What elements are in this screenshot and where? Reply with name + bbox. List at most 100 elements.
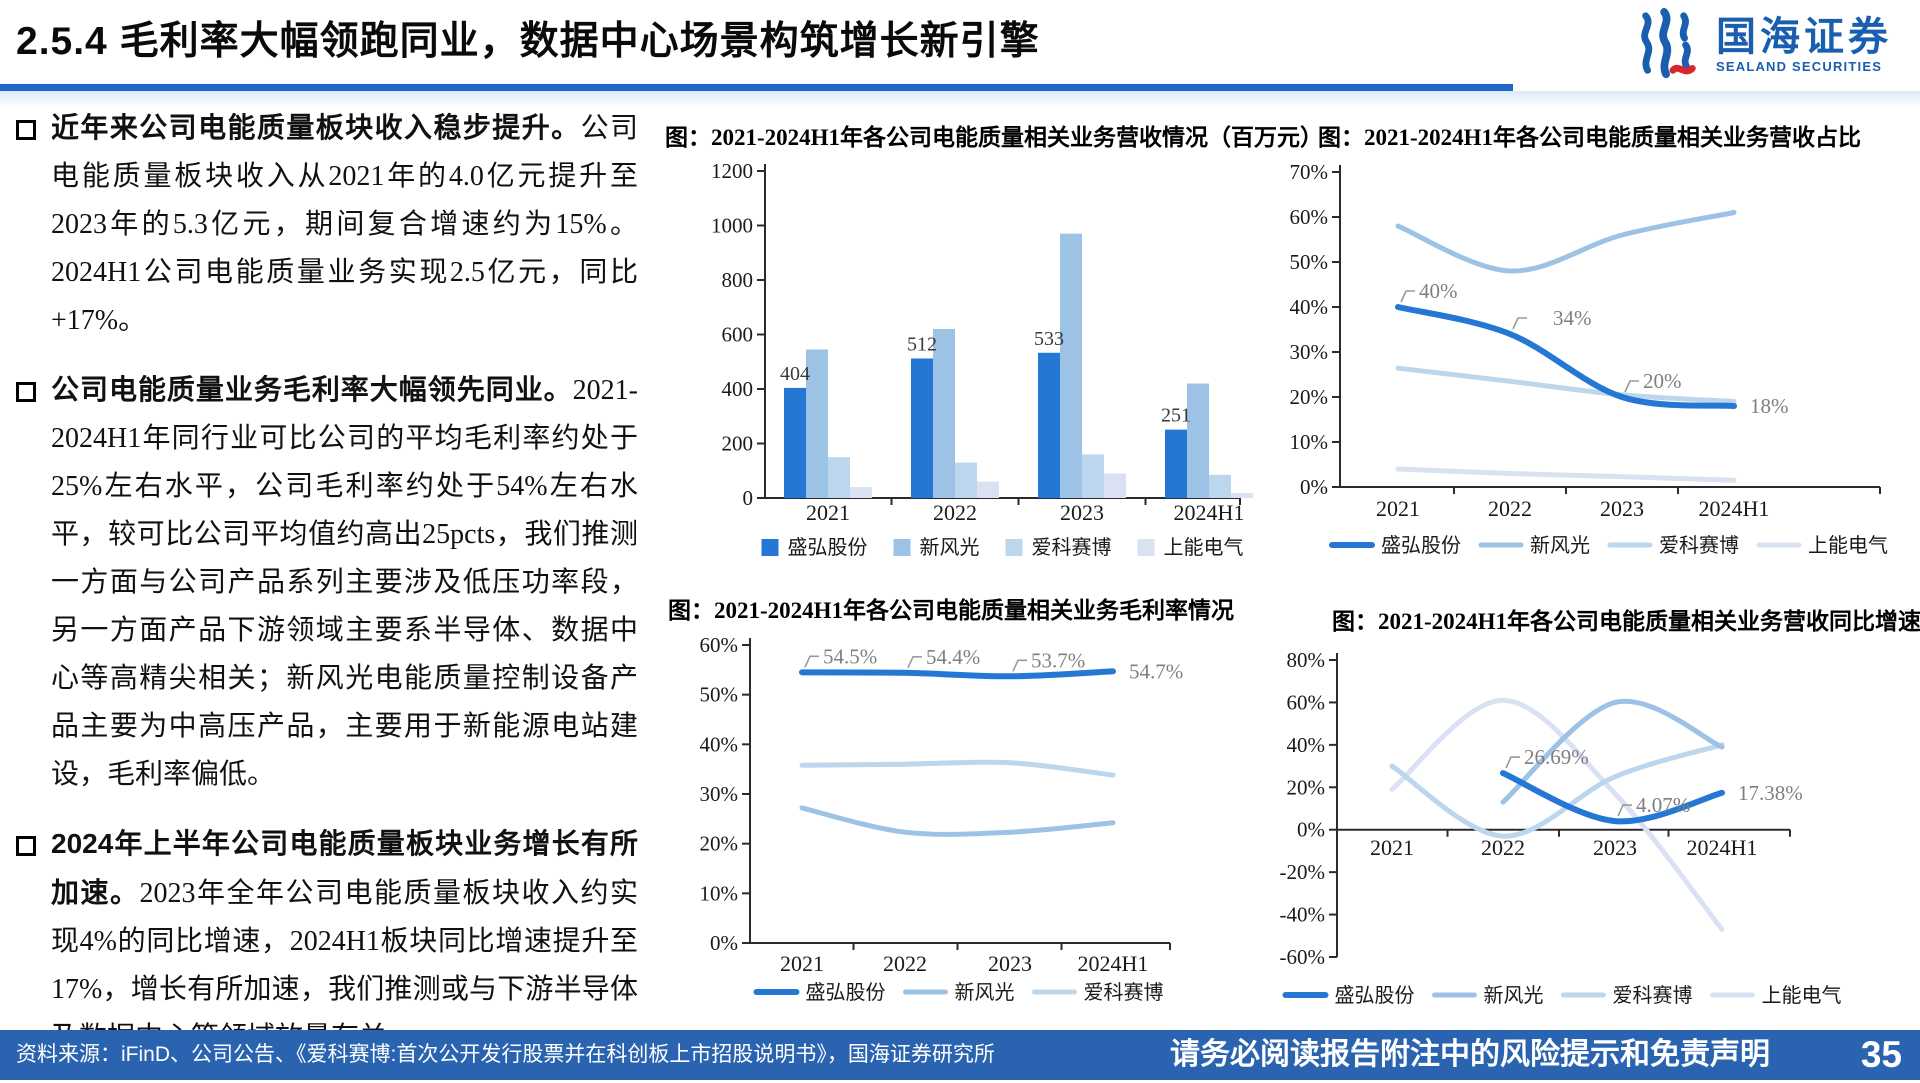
title-underline <box>0 84 1513 91</box>
footer: 资料来源：iFinD、公司公告、《爱科赛博:首次公开发行股票并在科创板上市招股说… <box>0 1030 1920 1080</box>
svg-text:盛弘股份: 盛弘股份 <box>1335 984 1415 1007</box>
bullet-lead: 2024年上半年公司电能质量板块业务增长有所加速。 <box>51 828 638 908</box>
footer-source: 资料来源：iFinD、公司公告、《爱科赛博:首次公开发行股票并在科创板上市招股说… <box>16 1043 995 1066</box>
svg-text:40%: 40% <box>1419 279 1458 303</box>
bullet-text: 2024年上半年公司电能质量板块业务增长有所加速。2023年全年公司电能质量板块… <box>51 820 638 1062</box>
svg-text:1000: 1000 <box>711 214 753 238</box>
svg-text:爱科赛博: 爱科赛博 <box>1613 984 1693 1007</box>
svg-text:400: 400 <box>722 377 754 401</box>
svg-text:10%: 10% <box>1290 430 1329 454</box>
bullet-item: 近年来公司电能质量板块收入稳步提升。公司电能质量板块收入从2021年的4.0亿元… <box>16 104 638 345</box>
chart-revenue-share: 图：2021-2024H1年各公司电能质量相关业务营收占比 0% 10% 20% 30… <box>1270 112 1920 587</box>
chart-gross-margin-canvas: 0% 10% 20% 30% 40% 50% 60% 2021 2022 2023 2024H1 54… <box>700 633 1184 1004</box>
svg-text:200: 200 <box>722 432 754 456</box>
page-title: 2.5.4 毛利率大幅领跑同业，数据中心场景构筑增长新引擎 <box>16 20 1040 63</box>
svg-text:上能电气: 上能电气 <box>1762 984 1842 1007</box>
svg-text:26.69%: 26.69% <box>1524 745 1589 769</box>
svg-text:533: 533 <box>1034 328 1064 350</box>
chart-revenue-share-canvas: 0% 10% 20% 30% 40% 50% 60% 70% 2021 2022 2023 2024H… <box>1290 160 1889 557</box>
svg-text:2021: 2021 <box>806 500 850 525</box>
svg-text:-20%: -20% <box>1280 860 1326 884</box>
svg-text:爱科赛博: 爱科赛博 <box>1032 536 1112 559</box>
footer-page-number: 35 <box>1860 1034 1902 1075</box>
chart-yoy-growth-canvas: -60% -40% -20% 0% 20% 40% 60% 80% 2021 2022 2023 20… <box>1280 648 1842 1007</box>
svg-text:50%: 50% <box>1290 250 1329 274</box>
svg-text:50%: 50% <box>700 683 739 707</box>
svg-text:爱科赛博: 爱科赛博 <box>1084 981 1164 1004</box>
svg-text:2022: 2022 <box>883 951 927 976</box>
chart-revenue-bars-canvas: 0 200 400 600 800 1000 1200 2021 2022 2023 2024H1 4… <box>711 159 1253 559</box>
svg-text:40%: 40% <box>1290 295 1329 319</box>
svg-text:1200: 1200 <box>711 159 753 183</box>
svg-text:2021: 2021 <box>780 951 824 976</box>
bullet-body: 2023年全年公司电能质量板块收入约实现4%的同比增速，2024H1板块同比增速… <box>51 878 638 1053</box>
chart-gross-margin: 图：2021-2024H1年各公司电能质量相关业务毛利率情况 0% 10% 20% 3… <box>665 583 1315 1030</box>
svg-text:2023: 2023 <box>1600 496 1644 521</box>
logo-cn: 国海证券 <box>1716 15 1892 59</box>
svg-text:新风光: 新风光 <box>920 536 980 559</box>
bullet-body: 公司电能质量板块收入从2021年的4.0亿元提升至2023年的5.3亿元，期间复… <box>51 113 638 336</box>
svg-text:2022: 2022 <box>933 500 977 525</box>
svg-text:70%: 70% <box>1290 160 1329 184</box>
chart-yoy-growth: 图：2021-2024H1年各公司电能质量相关业务营收同比增速 -60% -40%… <box>1270 596 1920 1030</box>
svg-text:上能电气: 上能电气 <box>1164 536 1244 559</box>
logo-en: SEALAND SECURITIES <box>1716 59 1883 74</box>
svg-text:0%: 0% <box>1300 475 1328 499</box>
svg-text:53.7%: 53.7% <box>1031 648 1085 672</box>
bullet-item: 2024年上半年公司电能质量板块业务增长有所加速。2023年全年公司电能质量板块… <box>16 820 638 1062</box>
svg-text:2022: 2022 <box>1481 835 1525 860</box>
svg-text:20%: 20% <box>1643 369 1682 393</box>
svg-text:2024H1: 2024H1 <box>1174 500 1245 525</box>
svg-text:2023: 2023 <box>1593 835 1637 860</box>
sealand-logo: 国海证券 SEALAND SECURITIES <box>1632 8 1892 82</box>
svg-text:40%: 40% <box>1287 733 1326 757</box>
chart-title: 图：2021-2024H1年各公司电能质量相关业务营收同比增速 <box>1332 609 1920 634</box>
svg-text:54.5%: 54.5% <box>823 644 877 668</box>
svg-text:盛弘股份: 盛弘股份 <box>1381 534 1461 557</box>
svg-text:0: 0 <box>743 486 754 510</box>
chart-title: 图：2021-2024H1年各公司电能质量相关业务营收情况（百万元） <box>665 125 1324 150</box>
bullet-body: 2021-2024H1年同行业可比公司的平均毛利率约处于25%左右水平，公司毛利… <box>51 375 638 790</box>
bullet-list: 近年来公司电能质量板块收入稳步提升。公司电能质量板块收入从2021年的4.0亿元… <box>16 104 638 1083</box>
svg-text:60%: 60% <box>700 633 739 657</box>
svg-text:40%: 40% <box>700 732 739 756</box>
svg-text:54.4%: 54.4% <box>926 645 980 669</box>
svg-text:20%: 20% <box>1290 385 1329 409</box>
title-underline-glow <box>0 91 1920 107</box>
bullet-square-icon <box>16 120 36 140</box>
svg-text:17.38%: 17.38% <box>1738 781 1803 805</box>
chart-title: 图：2021-2024H1年各公司电能质量相关业务营收占比 <box>1318 125 1862 150</box>
svg-text:10%: 10% <box>700 881 739 905</box>
svg-text:4.07%: 4.07% <box>1636 793 1690 817</box>
svg-text:2023: 2023 <box>988 951 1032 976</box>
svg-text:-60%: -60% <box>1280 945 1326 969</box>
logo-text: 国海证券 SEALAND SECURITIES <box>1716 17 1892 73</box>
svg-text:盛弘股份: 盛弘股份 <box>806 981 886 1004</box>
chart-title: 图：2021-2024H1年各公司电能质量相关业务毛利率情况 <box>668 598 1235 623</box>
svg-text:404: 404 <box>780 363 810 385</box>
bullet-item: 公司电能质量业务毛利率大幅领先同业。2021-2024H1年同行业可比公司的平均… <box>16 366 638 799</box>
svg-text:爱科赛博: 爱科赛博 <box>1659 534 1739 557</box>
bullet-text: 近年来公司电能质量板块收入稳步提升。公司电能质量板块收入从2021年的4.0亿元… <box>51 104 638 345</box>
svg-text:新风光: 新风光 <box>1484 984 1544 1007</box>
svg-text:上能电气: 上能电气 <box>1808 534 1888 557</box>
svg-text:800: 800 <box>722 268 754 292</box>
bullet-text: 公司电能质量业务毛利率大幅领先同业。2021-2024H1年同行业可比公司的平均… <box>51 366 638 799</box>
bullet-lead: 近年来公司电能质量板块收入稳步提升。 <box>51 112 581 143</box>
bullet-square-icon <box>16 382 36 402</box>
svg-text:盛弘股份: 盛弘股份 <box>788 536 868 559</box>
svg-text:60%: 60% <box>1290 205 1329 229</box>
svg-text:0%: 0% <box>710 931 738 955</box>
svg-text:30%: 30% <box>1290 340 1329 364</box>
svg-text:0%: 0% <box>1297 818 1325 842</box>
footer-disclaimer: 请务必阅读报告附注中的风险提示和免责声明 <box>1170 1038 1770 1071</box>
svg-text:2023: 2023 <box>1060 500 1104 525</box>
bullet-square-icon <box>16 836 36 856</box>
svg-text:512: 512 <box>907 333 937 355</box>
svg-text:新风光: 新风光 <box>1530 534 1590 557</box>
svg-text:60%: 60% <box>1287 690 1326 714</box>
bullet-lead: 公司电能质量业务毛利率大幅领先同业。 <box>51 374 573 405</box>
svg-text:80%: 80% <box>1287 648 1326 672</box>
svg-text:2024H1: 2024H1 <box>1078 951 1149 976</box>
svg-text:30%: 30% <box>700 782 739 806</box>
